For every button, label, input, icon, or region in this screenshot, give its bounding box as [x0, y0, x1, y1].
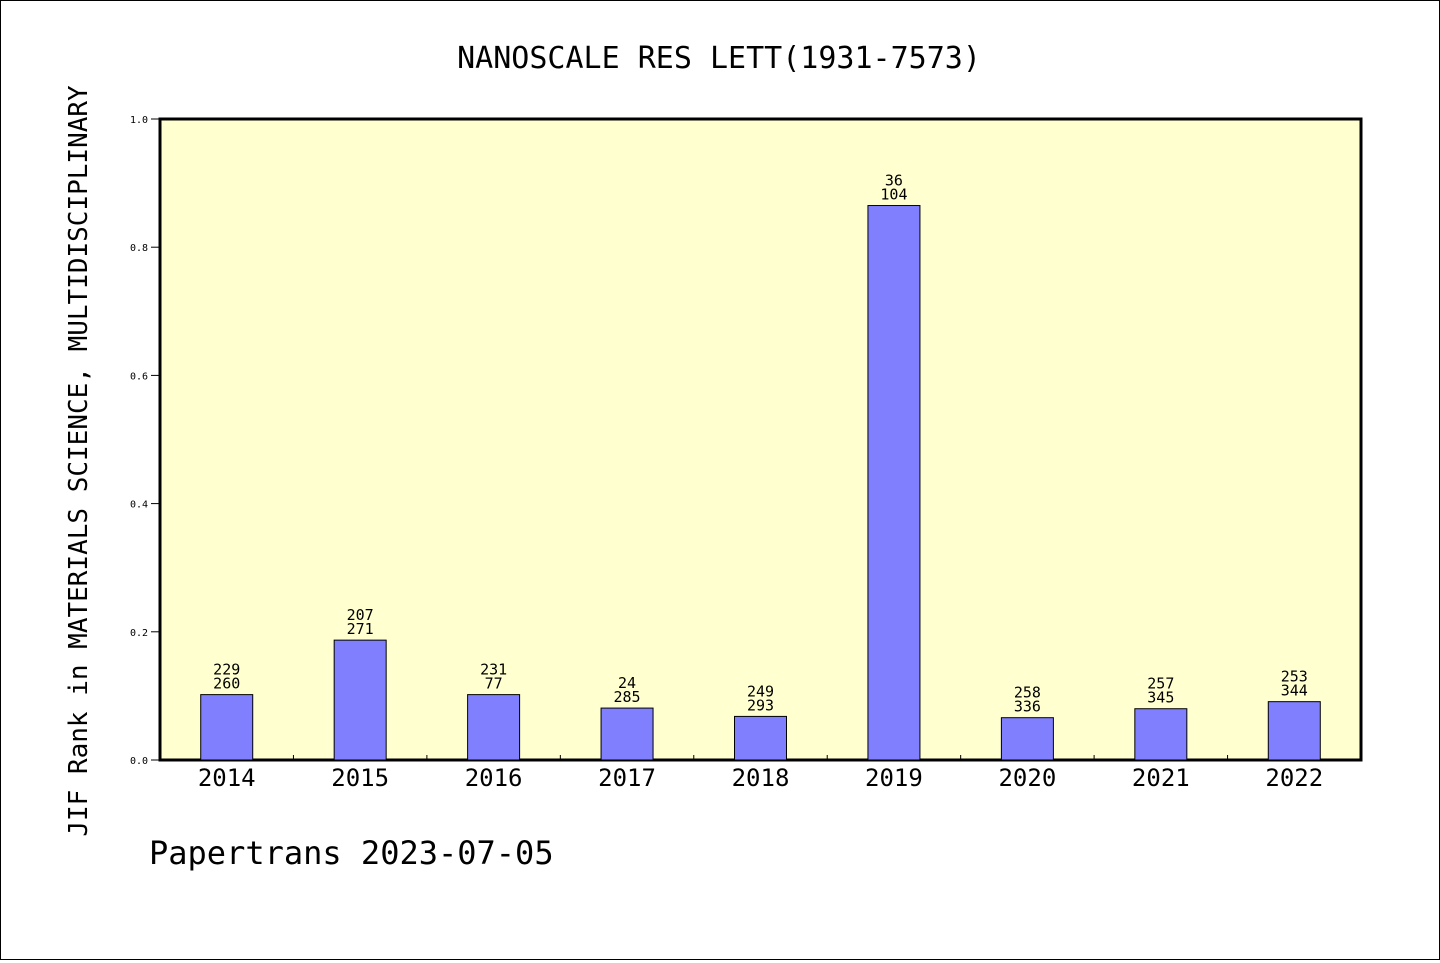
bar-label-bottom: 77 — [485, 675, 503, 693]
bar-2017 — [600, 707, 654, 761]
y-tick-label: 0.2 — [130, 628, 148, 639]
bar-label-bottom: 345 — [1147, 689, 1174, 707]
bar-2016 — [467, 694, 521, 761]
y-tick-label: 0.4 — [130, 500, 148, 511]
y-tick-label: 0.6 — [130, 371, 148, 382]
x-tick-label: 2020 — [998, 764, 1056, 792]
y-tick-label: 1.0 — [130, 115, 148, 126]
y-axis-label: JIF Rank in MATERIALS SCIENCE, MULTIDISC… — [64, 85, 94, 837]
x-axis-ticks: 2014 2015 2016 2017 2018 2019 2020 2021 2022 — [198, 755, 1323, 792]
bar-2022 — [1267, 701, 1321, 761]
bar-label-top: 207 — [347, 606, 374, 624]
bar-label-top: 258 — [1014, 684, 1041, 702]
bar-label-bottom: 285 — [614, 688, 641, 706]
y-tick-label: 0.0 — [130, 756, 148, 767]
bar-label-top: 36 — [885, 172, 903, 190]
x-tick-label: 2016 — [465, 764, 523, 792]
bar-2020 — [1000, 717, 1054, 761]
x-tick-label: 2019 — [865, 764, 923, 792]
chart-title: NANOSCALE RES LETT(1931-7573) — [457, 41, 981, 76]
bar-label-top: 257 — [1147, 675, 1174, 693]
bar-label-bottom: 260 — [213, 675, 240, 693]
bar-label-top: 231 — [480, 661, 507, 679]
bar-label-top: 229 — [213, 661, 240, 679]
bar-label-top: 249 — [747, 682, 774, 700]
bar-2021 — [1134, 708, 1188, 761]
bar-label-bottom: 271 — [347, 620, 374, 638]
bar-2019 — [867, 205, 921, 761]
bar-label-bottom: 336 — [1014, 698, 1041, 716]
bar-label-bottom: 293 — [747, 696, 774, 714]
x-tick-label: 2015 — [331, 764, 389, 792]
bar-label-bottom: 104 — [880, 186, 907, 204]
x-tick-label: 2021 — [1132, 764, 1190, 792]
bar-2015 — [333, 639, 387, 761]
y-tick-label: 0.8 — [130, 243, 148, 254]
x-tick-label: 2018 — [732, 764, 790, 792]
bar-2014 — [200, 694, 254, 761]
bar-label-top: 24 — [618, 674, 636, 692]
bar-label-top: 253 — [1281, 668, 1308, 686]
footer-credit: Papertrans 2023-07-05 — [149, 834, 554, 872]
x-tick-label: 2022 — [1265, 764, 1323, 792]
bar-2018 — [734, 715, 787, 761]
y-axis-ticks: 0.0 0.2 0.4 0.6 0.8 1.0 — [130, 115, 160, 767]
bar-label-bottom: 344 — [1281, 682, 1308, 700]
x-tick-label: 2014 — [198, 764, 256, 792]
x-tick-label: 2017 — [598, 764, 656, 792]
bar-series — [200, 205, 1321, 761]
